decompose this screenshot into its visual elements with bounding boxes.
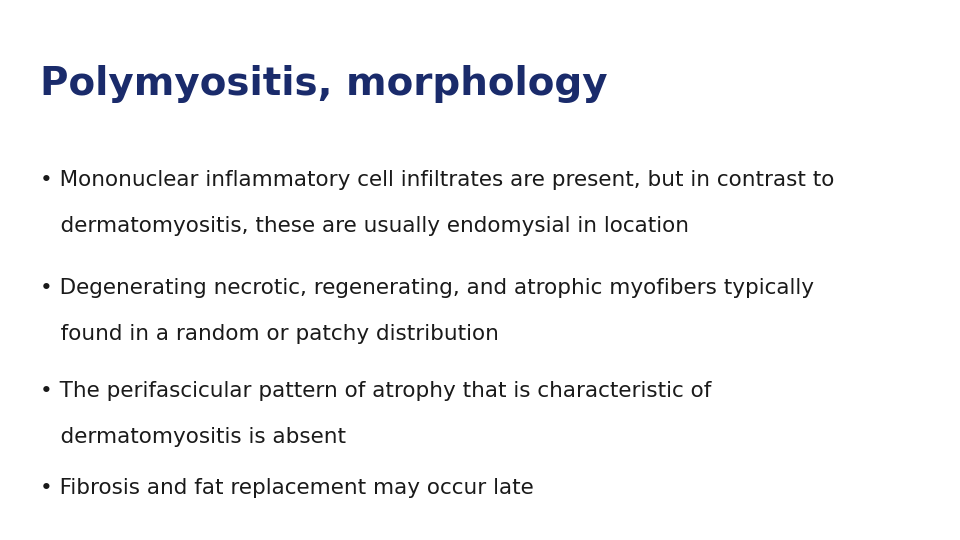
Text: • Mononuclear inflammatory cell infiltrates are present, but in contrast to: • Mononuclear inflammatory cell infiltra… <box>40 170 834 190</box>
Text: found in a random or patchy distribution: found in a random or patchy distribution <box>40 324 499 344</box>
Text: dermatomyositis is absent: dermatomyositis is absent <box>40 427 347 447</box>
Text: Polymyositis, morphology: Polymyositis, morphology <box>40 65 608 103</box>
Text: • Degenerating necrotic, regenerating, and atrophic myofibers typically: • Degenerating necrotic, regenerating, a… <box>40 278 814 298</box>
Text: dermatomyositis, these are usually endomysial in location: dermatomyositis, these are usually endom… <box>40 216 689 236</box>
Text: • Fibrosis and fat replacement may occur late: • Fibrosis and fat replacement may occur… <box>40 478 534 498</box>
Text: • The perifascicular pattern of atrophy that is characteristic of: • The perifascicular pattern of atrophy … <box>40 381 711 401</box>
